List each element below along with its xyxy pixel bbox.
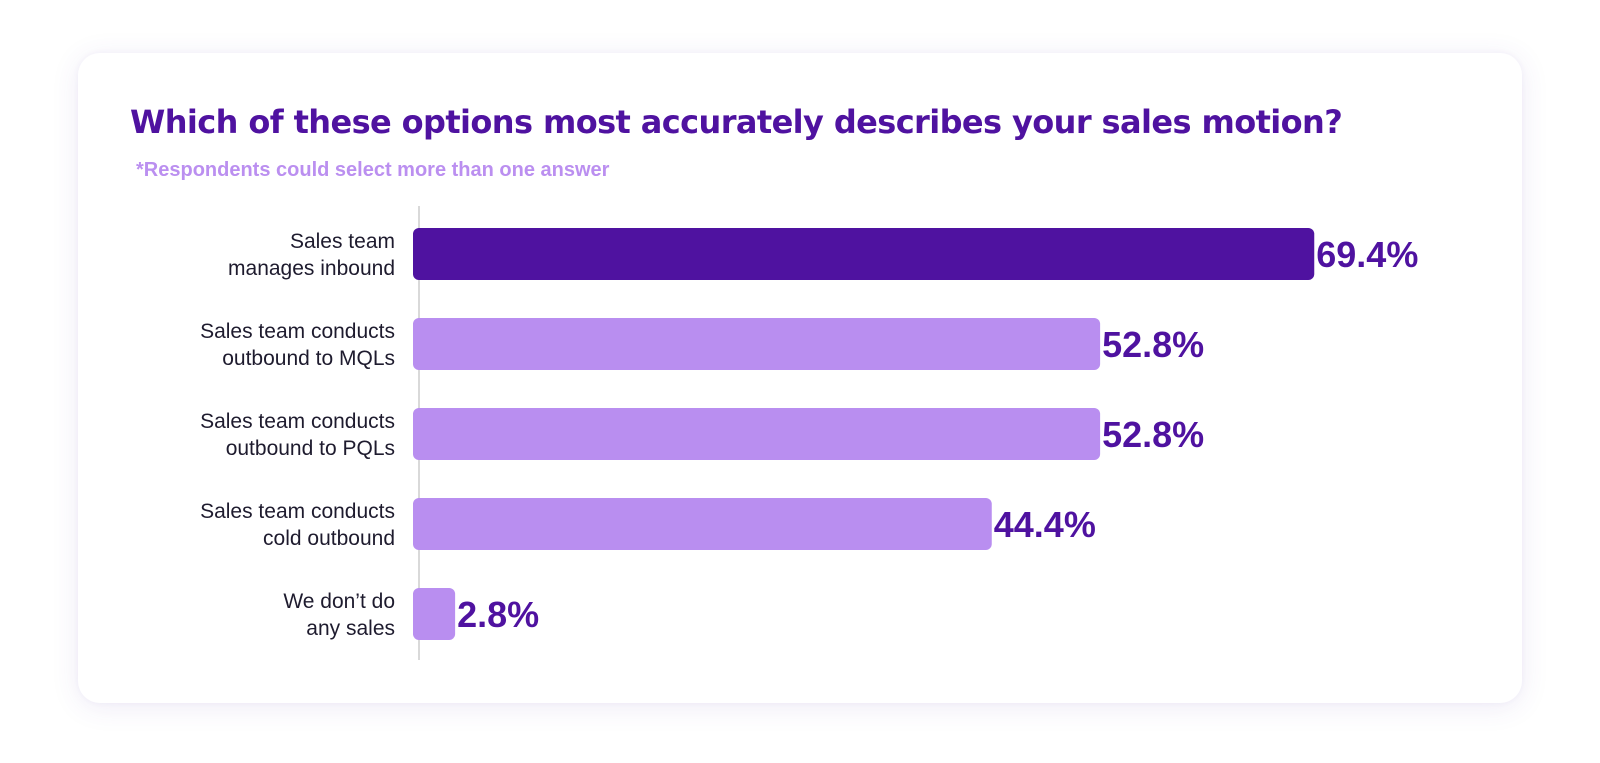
value-label-3: 52.8%: [1102, 414, 1204, 455]
bar-3: [413, 408, 1101, 460]
category-label-5: We don’t do any sales: [283, 590, 395, 640]
bar-2: [413, 318, 1101, 370]
value-label-2: 52.8%: [1102, 324, 1204, 365]
chart-card: Which of these options most accurately d…: [78, 53, 1522, 703]
chart-title: Which of these options most accurately d…: [130, 103, 1343, 141]
bar-chart: Sales team manages inbound 69.4% Sales team…: [200, 206, 1418, 660]
category-label-4: Sales team conducts cold outbound: [200, 500, 395, 550]
value-label-5: 2.8%: [457, 594, 539, 635]
category-label-3: Sales team conducts outbound to PQLs: [200, 410, 395, 460]
value-label-1: 69.4%: [1316, 234, 1418, 275]
chart-subtitle: *Respondents could select more than one …: [136, 159, 610, 181]
category-label-2: Sales team conducts outbound to MQLs: [200, 320, 395, 370]
bar-4: [413, 498, 992, 550]
category-label-1: Sales team manages inbound: [228, 230, 395, 280]
bar-1: [413, 228, 1315, 280]
bar-5: [413, 588, 456, 640]
value-label-4: 44.4%: [994, 504, 1096, 545]
